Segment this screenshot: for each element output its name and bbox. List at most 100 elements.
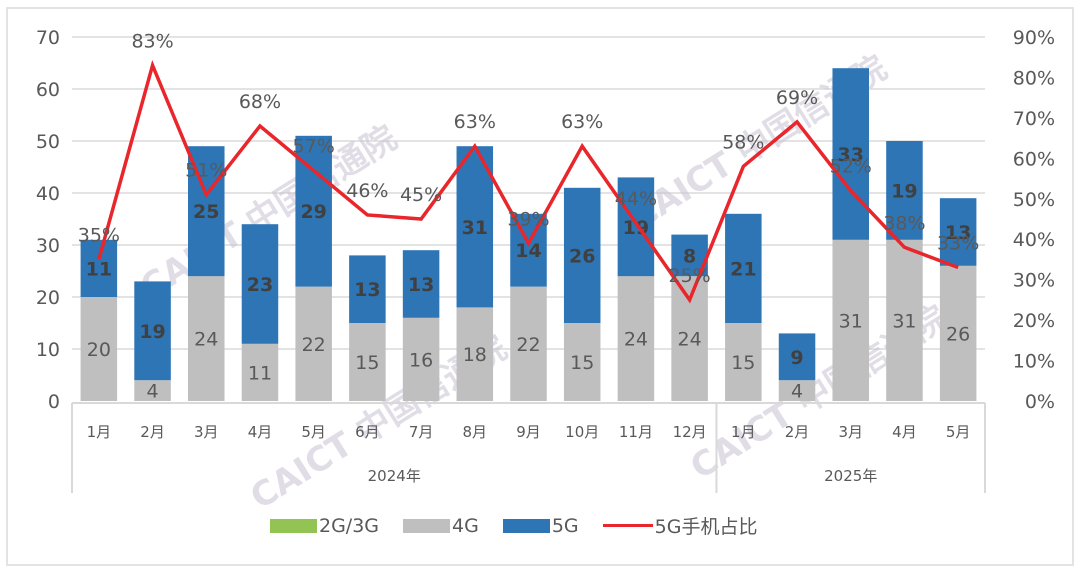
- label-5g: 19: [891, 180, 917, 202]
- x-group-label: 2025年: [824, 467, 877, 485]
- y-left-tick: 10: [36, 339, 60, 361]
- legend-item-5g-share: 5G手机占比: [602, 512, 758, 539]
- bar-4g: [349, 323, 386, 401]
- label-4g: 24: [194, 329, 218, 351]
- bar-4g: [510, 286, 547, 401]
- bar-4g: [241, 343, 279, 401]
- label-5g-share: 69%: [776, 87, 818, 109]
- x-category-label: 8月: [463, 423, 488, 441]
- y-left-tick: 50: [36, 131, 60, 153]
- x-category-label: 1月: [87, 423, 112, 441]
- label-4g: 26: [946, 323, 970, 345]
- bar-5g: [778, 333, 816, 381]
- x-category-label: 5月: [301, 423, 326, 441]
- bar-5g: [349, 255, 386, 323]
- y-left-tick: 20: [36, 287, 60, 309]
- bar-4g: [563, 323, 601, 401]
- y-right-tick: 40%: [1013, 229, 1055, 251]
- x-category-label: 4月: [248, 423, 273, 441]
- label-5g-share: 58%: [722, 131, 764, 153]
- legend-line-5g-share: [602, 524, 653, 527]
- bar-5g: [241, 224, 279, 344]
- bar-4g: [617, 276, 655, 401]
- bar-5g: [456, 146, 494, 308]
- bar-4g: [832, 239, 869, 401]
- legend-item-4g: 4G: [403, 515, 479, 537]
- bar-4g: [80, 297, 118, 401]
- label-5g-share: 39%: [507, 208, 549, 230]
- label-5g-share: 63%: [561, 111, 603, 133]
- y-right-tick: 10%: [1013, 351, 1055, 373]
- y-right-tick: 50%: [1013, 189, 1055, 211]
- label-4g: 22: [516, 334, 540, 356]
- bar-5g: [725, 213, 762, 323]
- label-5g-share: 44%: [615, 188, 657, 210]
- label-4g: 16: [409, 349, 433, 371]
- label-5g-share: 25%: [669, 265, 711, 287]
- chart-legend: 2G/3G 4G 5G 5G手机占比: [270, 512, 781, 539]
- x-category-label: 9月: [516, 423, 541, 441]
- x-category-label: 2月: [785, 423, 810, 441]
- label-5g: 25: [193, 201, 219, 223]
- y-right-tick: 20%: [1013, 310, 1055, 332]
- label-5g: 11: [86, 258, 112, 280]
- x-group-label: 2024年: [368, 467, 421, 485]
- bar-4g: [134, 380, 171, 401]
- bar-5g: [134, 281, 171, 381]
- legend-item-2g3g: 2G/3G: [270, 515, 379, 537]
- bar-4g: [725, 323, 762, 401]
- label-5g-share: 46%: [346, 180, 388, 202]
- y-right-tick: 70%: [1013, 108, 1055, 130]
- label-5g: 31: [462, 217, 488, 239]
- label-5g: 13: [945, 222, 971, 244]
- legend-label-2g3g: 2G/3G: [319, 514, 380, 537]
- y-right-tick: 90%: [1013, 27, 1055, 49]
- label-4g: 20: [87, 339, 111, 361]
- label-5g: 26: [569, 245, 595, 267]
- legend-swatch-2g3g: [270, 518, 317, 533]
- x-category-label: 12月: [673, 423, 707, 441]
- x-category-label: 4月: [892, 423, 917, 441]
- label-4g: 15: [570, 352, 594, 374]
- label-5g-share: 33%: [937, 233, 979, 255]
- bar-5g: [563, 187, 601, 323]
- label-5g: 13: [408, 274, 434, 296]
- label-4g: 15: [731, 352, 755, 374]
- label-5g-share: 45%: [400, 184, 442, 206]
- label-5g: 14: [515, 240, 541, 262]
- y-right-tick: 80%: [1013, 67, 1055, 89]
- x-category-label: 3月: [838, 423, 863, 441]
- label-5g-share: 68%: [239, 91, 281, 113]
- legend-label-5g: 5G: [551, 514, 579, 537]
- x-category-label: 1月: [731, 423, 756, 441]
- bar-4g: [939, 265, 977, 401]
- bar-5g: [617, 177, 655, 277]
- y-left-tick: 0: [48, 391, 60, 413]
- label-4g: 31: [892, 310, 916, 332]
- label-4g: 31: [839, 310, 863, 332]
- label-5g: 19: [139, 321, 165, 343]
- x-category-label: 10月: [565, 423, 599, 441]
- bar-5g: [939, 198, 977, 266]
- label-5g-share: 51%: [185, 160, 227, 182]
- label-5g-share: 35%: [78, 224, 120, 246]
- y-right-tick: 0%: [1025, 391, 1055, 413]
- bar-4g: [188, 276, 225, 401]
- label-5g: 13: [354, 279, 380, 301]
- label-4g: 11: [248, 362, 272, 384]
- label-4g: 15: [355, 352, 379, 374]
- label-4g: 24: [678, 329, 702, 351]
- label-5g: 21: [730, 258, 756, 280]
- bar-5g: [510, 213, 547, 287]
- legend-label-5g-share: 5G手机占比: [654, 516, 758, 538]
- label-4g: 24: [624, 329, 648, 351]
- y-left-tick: 40: [36, 183, 60, 205]
- legend-label-4g: 4G: [452, 514, 479, 537]
- label-5g: 23: [247, 274, 273, 296]
- label-4g: 22: [302, 334, 326, 356]
- label-5g: 33: [838, 144, 864, 166]
- y-right-tick: 30%: [1013, 270, 1055, 292]
- bar-4g: [886, 239, 923, 401]
- x-category-label: 7月: [409, 423, 434, 441]
